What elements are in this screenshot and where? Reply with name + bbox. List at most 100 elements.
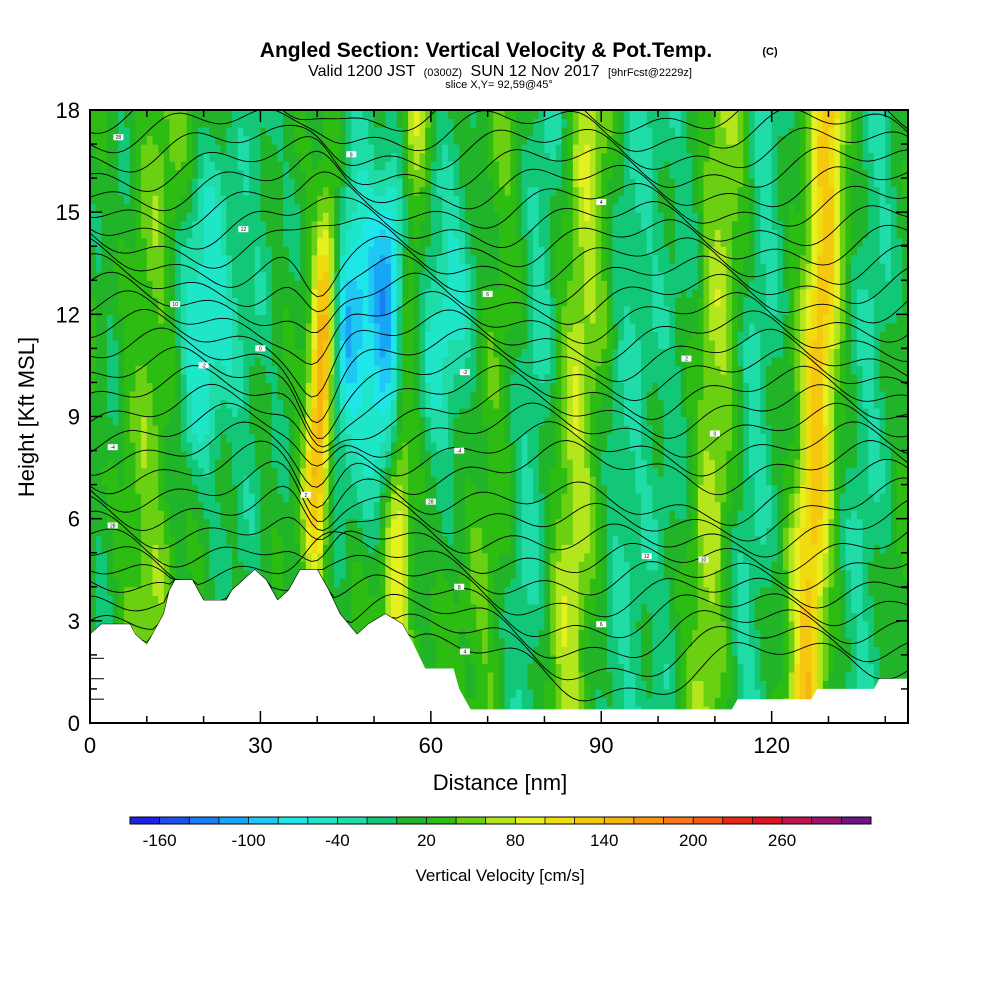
velocity-cell (215, 425, 221, 434)
velocity-cell (408, 110, 414, 119)
velocity-cell (351, 408, 357, 417)
velocity-cell (113, 187, 119, 196)
velocity-cell (198, 434, 204, 443)
velocity-cell (152, 365, 158, 374)
velocity-cell (317, 178, 323, 187)
velocity-cell (221, 578, 227, 587)
velocity-cell (329, 578, 335, 587)
velocity-cell (118, 110, 124, 119)
velocity-cell (425, 578, 431, 587)
velocity-cell (448, 170, 454, 179)
velocity-cell (368, 527, 374, 536)
velocity-cell (465, 357, 471, 366)
velocity-cell (221, 391, 227, 400)
velocity-cell (465, 195, 471, 204)
velocity-cell (272, 493, 278, 502)
velocity-cell (181, 527, 187, 536)
velocity-cell (204, 536, 210, 545)
velocity-cell (243, 170, 249, 179)
velocity-cell (323, 212, 329, 221)
velocity-cell (471, 187, 477, 196)
velocity-cell (368, 280, 374, 289)
velocity-cell (312, 212, 318, 221)
velocity-cell (158, 408, 164, 417)
velocity-cell (118, 323, 124, 332)
velocity-cell (130, 374, 136, 383)
velocity-cell (101, 110, 107, 119)
velocity-cell (431, 595, 437, 604)
subtitle-utc: (0300Z) (424, 67, 463, 79)
velocity-cell (266, 314, 272, 323)
velocity-cell (289, 127, 295, 136)
velocity-cell (459, 663, 465, 672)
velocity-cell (215, 187, 221, 196)
velocity-cell (170, 536, 176, 545)
velocity-cell (425, 374, 431, 383)
velocity-cell (414, 127, 420, 136)
velocity-cell (380, 485, 386, 494)
velocity-cell (380, 578, 386, 587)
velocity-cell (209, 451, 215, 460)
velocity-cell (289, 153, 295, 162)
velocity-cell (141, 493, 147, 502)
velocity-cell (164, 187, 170, 196)
velocity-cell (215, 161, 221, 170)
velocity-cell (187, 408, 193, 417)
velocity-cell (249, 187, 255, 196)
velocity-cell (323, 391, 329, 400)
velocity-cell (374, 246, 380, 255)
velocity-cell (152, 417, 158, 426)
velocity-cell (363, 561, 369, 570)
velocity-cell (152, 323, 158, 332)
velocity-cell (277, 246, 283, 255)
velocity-cell (431, 331, 437, 340)
velocity-cell (380, 570, 386, 579)
velocity-cell (408, 178, 414, 187)
velocity-cell (334, 297, 340, 306)
velocity-cell (300, 255, 306, 264)
velocity-cell (181, 212, 187, 221)
velocity-cell (437, 170, 443, 179)
velocity-cell (368, 331, 374, 340)
velocity-cell (340, 570, 346, 579)
velocity-cell (181, 348, 187, 357)
velocity-cell (431, 425, 437, 434)
velocity-cell (124, 468, 130, 477)
velocity-cell (346, 536, 352, 545)
velocity-cell (329, 204, 335, 213)
velocity-cell (442, 629, 448, 638)
velocity-cell (238, 204, 244, 213)
velocity-cell (402, 519, 408, 528)
velocity-cell (175, 187, 181, 196)
velocity-cell (187, 442, 193, 451)
velocity-cell (317, 153, 323, 162)
velocity-cell (334, 374, 340, 383)
velocity-cell (419, 391, 425, 400)
velocity-cell (442, 297, 448, 306)
velocity-cell (221, 323, 227, 332)
velocity-cell (215, 348, 221, 357)
velocity-cell (408, 289, 414, 298)
velocity-cell (209, 519, 215, 528)
velocity-cell (226, 570, 232, 579)
velocity-cell (454, 170, 460, 179)
velocity-cell (289, 238, 295, 247)
velocity-cell (147, 144, 153, 153)
velocity-cell (385, 399, 391, 408)
velocity-cell (368, 246, 374, 255)
velocity-cell (385, 519, 391, 528)
velocity-cell (175, 255, 181, 264)
velocity-cell (340, 272, 346, 281)
velocity-cell (459, 289, 465, 298)
velocity-cell (402, 187, 408, 196)
velocity-cell (141, 399, 147, 408)
velocity-cell (476, 127, 482, 136)
velocity-cell (152, 595, 158, 604)
velocity-cell (306, 212, 312, 221)
velocity-cell (465, 331, 471, 340)
velocity-cell (289, 502, 295, 511)
velocity-cell (300, 331, 306, 340)
velocity-cell (465, 297, 471, 306)
velocity-cell (113, 578, 119, 587)
